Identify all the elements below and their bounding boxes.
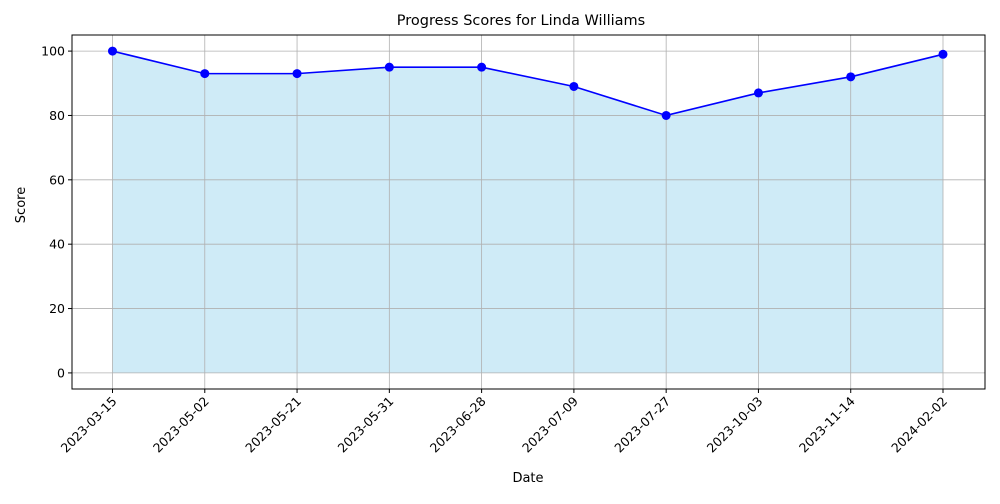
x-tick-label: 2023-11-14 — [796, 393, 858, 455]
y-tick-label: 60 — [49, 172, 65, 187]
y-tick-label: 80 — [49, 108, 65, 123]
data-point — [200, 69, 210, 79]
x-tick-label: 2023-07-27 — [611, 394, 673, 456]
data-point — [384, 62, 394, 72]
plot-frame — [71, 34, 986, 390]
x-tick-label: 2023-05-02 — [150, 394, 212, 456]
series-line — [112, 50, 944, 117]
data-point — [846, 72, 856, 82]
x-tick-label: 2023-07-09 — [519, 393, 581, 455]
data-point — [292, 69, 302, 79]
x-tick-label: 2023-05-21 — [242, 394, 304, 456]
x-axis-title: Date — [512, 471, 543, 486]
y-tick-label: 20 — [49, 301, 65, 316]
x-tick-label: 2023-05-31 — [334, 394, 396, 456]
x-tick-label: 2024-02-02 — [888, 394, 950, 456]
data-point — [753, 88, 763, 98]
data-point — [938, 49, 948, 59]
y-axis-title: Score — [14, 187, 29, 223]
x-tick-label: 2023-06-28 — [427, 393, 489, 455]
area-layer — [112, 51, 943, 373]
y-tick-label: 40 — [49, 237, 65, 252]
data-point — [108, 46, 117, 56]
axes-layer — [71, 34, 986, 390]
chart-title: Progress Scores for Linda Williams — [397, 13, 646, 29]
x-tick-label: 2023-10-03 — [704, 394, 766, 456]
x-tick-label: 2023-03-15 — [58, 394, 120, 456]
marker-layer — [108, 46, 948, 120]
data-point — [477, 62, 487, 72]
y-tick-label: 100 — [41, 44, 65, 59]
area-fill — [112, 51, 943, 373]
data-point — [661, 110, 671, 120]
y-tick-label: 0 — [57, 365, 65, 380]
grid-layer — [72, 35, 985, 389]
data-point — [569, 81, 579, 91]
line-layer — [112, 50, 944, 117]
